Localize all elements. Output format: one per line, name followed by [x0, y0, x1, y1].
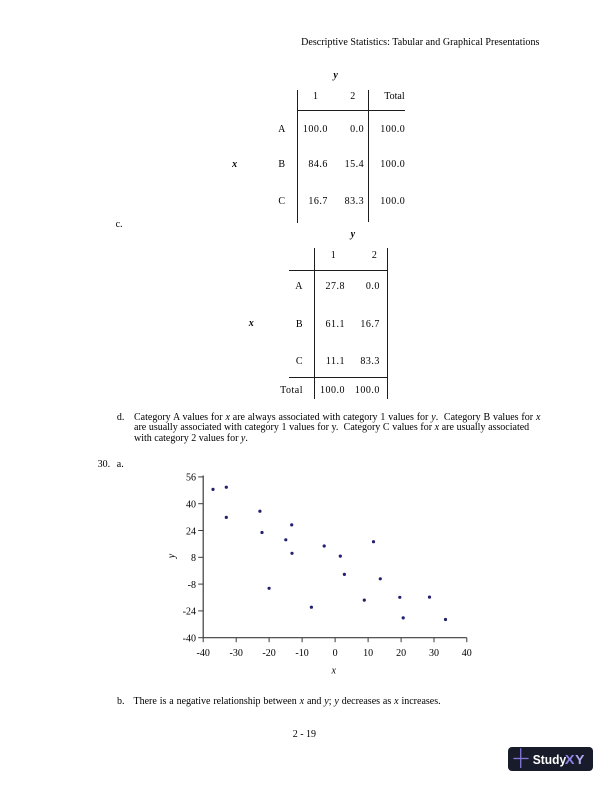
svg-text:8: 8: [191, 553, 196, 564]
svg-text:40: 40: [462, 648, 472, 659]
svg-text:-24: -24: [183, 607, 196, 618]
svg-text:-30: -30: [230, 648, 243, 659]
svg-text:-40: -40: [197, 648, 210, 659]
svg-text:x: x: [330, 666, 336, 677]
svg-text:-40: -40: [183, 634, 196, 645]
svg-text:X: X: [565, 752, 575, 767]
svg-text:30: 30: [429, 648, 439, 659]
svg-text:-8: -8: [188, 580, 196, 591]
svg-text:y: y: [167, 553, 178, 559]
svg-text:56: 56: [186, 473, 196, 484]
svg-text:40: 40: [186, 500, 196, 511]
svg-text:-10: -10: [295, 648, 308, 659]
svg-text:-20: -20: [262, 648, 275, 659]
svg-text:10: 10: [363, 648, 373, 659]
svg-text:0: 0: [333, 648, 338, 659]
svg-text:Y: Y: [575, 752, 585, 767]
svg-text:Study: Study: [533, 752, 566, 767]
svg-text:20: 20: [396, 648, 406, 659]
svg-text:24: 24: [186, 526, 196, 537]
